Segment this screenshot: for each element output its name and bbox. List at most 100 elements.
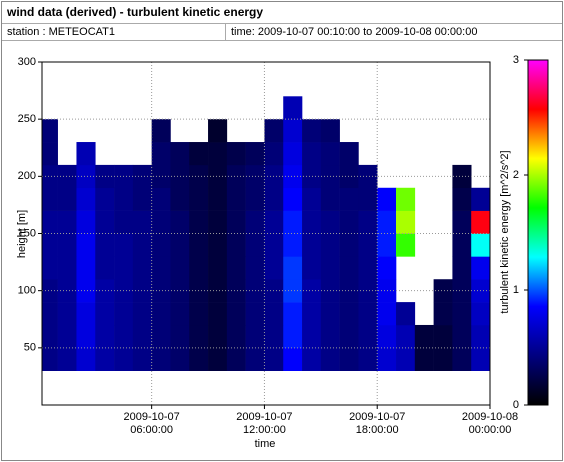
- heat-cell: [358, 302, 378, 326]
- heat-cell: [95, 256, 115, 280]
- heat-cell: [189, 302, 209, 326]
- heat-cell: [283, 164, 303, 189]
- heat-cell: [208, 142, 228, 166]
- heat-cell: [132, 164, 152, 189]
- heat-cell: [95, 279, 115, 303]
- heat-cell: [208, 302, 228, 326]
- heat-cell: [208, 119, 228, 143]
- heat-cell: [471, 302, 491, 326]
- heat-cell: [76, 210, 96, 234]
- heat-cell: [452, 187, 472, 211]
- heat-cell: [76, 256, 96, 280]
- heat-cell: [42, 279, 58, 303]
- heat-cell: [452, 233, 472, 257]
- colorbar-tick-label: 2: [513, 169, 519, 181]
- heat-cell: [57, 164, 77, 189]
- heat-cell: [170, 210, 190, 234]
- heat-cell: [95, 302, 115, 326]
- heat-cell: [114, 324, 134, 349]
- plot-area: [41, 61, 491, 406]
- heat-cell: [208, 324, 228, 349]
- heat-cell: [170, 233, 190, 257]
- chart-title: wind data (derived) - turbulent kinetic …: [6, 5, 263, 19]
- heat-cell: [452, 347, 472, 371]
- heat-cell: [339, 302, 359, 326]
- heat-cell: [208, 210, 228, 234]
- heat-cell: [452, 324, 472, 349]
- heat-cell: [57, 233, 77, 257]
- heat-cell: [189, 256, 209, 280]
- heat-cell: [76, 347, 96, 371]
- heat-cell: [95, 324, 115, 349]
- heat-cell: [358, 210, 378, 234]
- heat-cell: [283, 187, 303, 211]
- heat-cell: [339, 233, 359, 257]
- heat-cell: [42, 347, 58, 371]
- heat-cell: [302, 187, 322, 211]
- heat-cell: [377, 324, 397, 349]
- heat-cell: [377, 347, 397, 371]
- heat-cell: [226, 279, 246, 303]
- heat-cell: [132, 279, 152, 303]
- heat-cell: [358, 256, 378, 280]
- heat-cell: [189, 142, 209, 166]
- heat-cell: [42, 187, 58, 211]
- heat-cell: [283, 233, 303, 257]
- heat-cell: [42, 302, 58, 326]
- heat-cell: [42, 210, 58, 234]
- heat-cell: [302, 302, 322, 326]
- heat-cell: [264, 142, 284, 166]
- heat-cell: [132, 187, 152, 211]
- heat-cell: [264, 210, 284, 234]
- heat-cell: [57, 324, 77, 349]
- time-range: time: 2009-10-07 00:10:00 to 2009-10-08 …: [231, 26, 477, 38]
- heat-cell: [283, 119, 303, 143]
- heat-cell: [76, 164, 96, 189]
- y-tick-label: 200: [18, 170, 36, 182]
- heat-cell: [170, 324, 190, 349]
- heat-cell: [302, 119, 322, 143]
- heat-cell: [339, 347, 359, 371]
- colorbar-tick-label: 0: [513, 399, 519, 411]
- heat-cell: [302, 256, 322, 280]
- heat-cell: [452, 210, 472, 234]
- heat-cell: [377, 187, 397, 211]
- heat-cell: [339, 187, 359, 211]
- heat-cell: [245, 210, 265, 234]
- heat-cell: [452, 302, 472, 326]
- heat-cell: [95, 233, 115, 257]
- heat-cell: [358, 347, 378, 371]
- heat-cell: [358, 164, 378, 189]
- heat-cell: [471, 324, 491, 349]
- heat-cell: [57, 302, 77, 326]
- heat-cell: [302, 279, 322, 303]
- heat-cell: [42, 324, 58, 349]
- colorbar: [527, 59, 549, 406]
- heat-cell: [226, 256, 246, 280]
- heat-cell: [76, 279, 96, 303]
- heat-cell: [151, 210, 171, 234]
- colorbar-tick-label: 3: [513, 54, 519, 66]
- heat-cell: [208, 279, 228, 303]
- heat-cell: [302, 210, 322, 234]
- heat-cell: [433, 279, 453, 303]
- heat-cell: [320, 233, 340, 257]
- heat-cell: [320, 324, 340, 349]
- heat-cell: [95, 210, 115, 234]
- heat-cell: [358, 279, 378, 303]
- heat-cell: [339, 142, 359, 166]
- heat-cell: [396, 302, 416, 326]
- heat-cell: [245, 324, 265, 349]
- station: station : METEOCAT1: [7, 26, 115, 38]
- y-tick-label: 250: [18, 113, 36, 125]
- heat-cell: [245, 142, 265, 166]
- heat-cell: [226, 210, 246, 234]
- heat-cell: [302, 347, 322, 371]
- heat-cell: [471, 187, 491, 211]
- heat-cell: [42, 164, 58, 189]
- heat-cell: [377, 210, 397, 234]
- heat-cell: [170, 187, 190, 211]
- heat-cell: [95, 187, 115, 211]
- heat-cell: [151, 256, 171, 280]
